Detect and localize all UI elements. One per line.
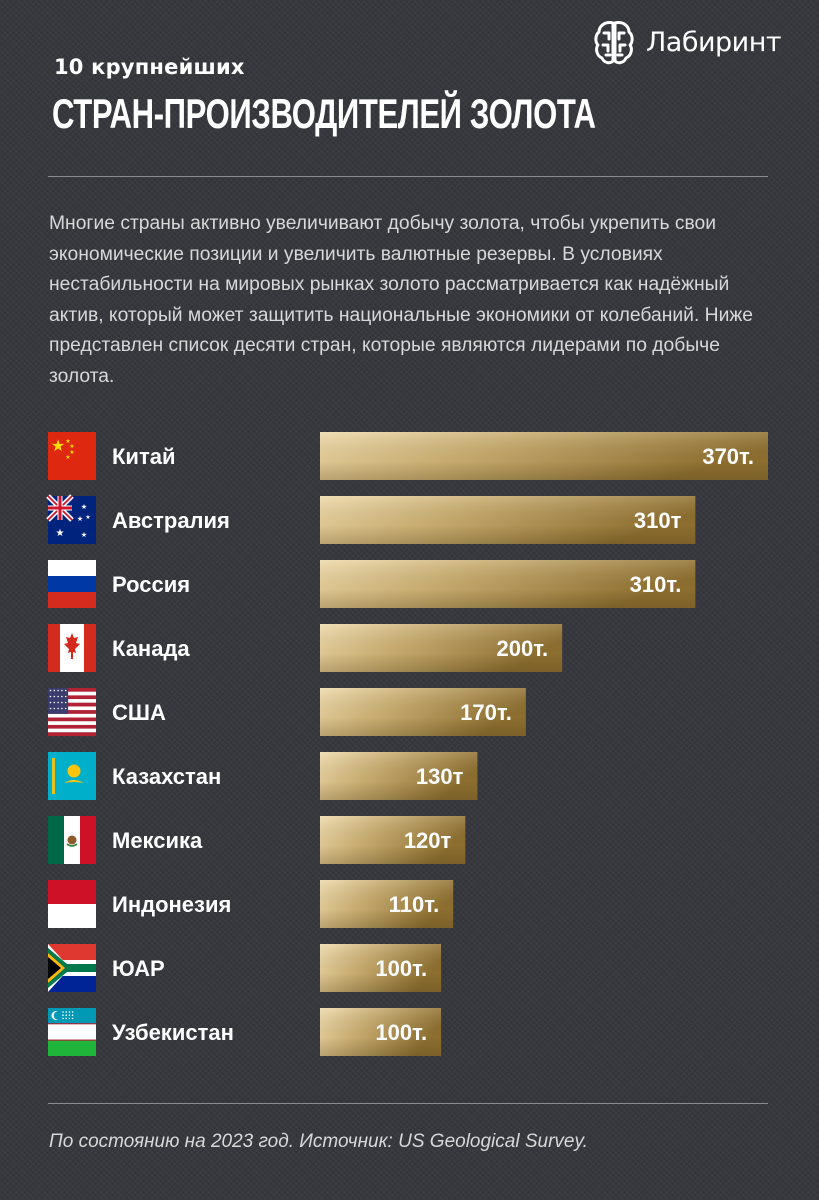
- svg-text:★: ★: [77, 515, 83, 523]
- usa-flag-icon: [48, 688, 96, 737]
- logo-text: Лабиринт: [646, 26, 782, 58]
- south-africa-flag-icon: [48, 944, 96, 992]
- kazakhstan-flag-icon: [48, 752, 96, 800]
- country-label: Китай: [112, 444, 176, 469]
- mexico-flag-icon: [48, 816, 96, 864]
- value-label: 120т: [404, 828, 452, 853]
- country-label: Индонезия: [112, 892, 231, 917]
- chart-row: Россия 310т.: [48, 560, 696, 608]
- svg-text:★: ★: [51, 436, 65, 455]
- value-label: 100т.: [375, 1020, 427, 1045]
- value-label: 170т.: [460, 700, 512, 725]
- bar-shade: [320, 688, 526, 736]
- country-label: Россия: [112, 572, 190, 597]
- chart-row: Мексика 120т: [48, 816, 466, 864]
- svg-text:★: ★: [65, 438, 70, 445]
- chart-row: Казахстан 130т: [48, 752, 478, 800]
- country-label: Казахстан: [112, 764, 221, 789]
- value-label: 370т.: [702, 444, 754, 469]
- svg-text:★: ★: [56, 528, 65, 539]
- indonesia-flag-icon: [48, 880, 96, 928]
- divider-bottom: [48, 1103, 768, 1104]
- country-label: США: [112, 700, 166, 725]
- value-label: 310т.: [630, 572, 682, 597]
- chart-row: ★★★ ★★Австралия 310т: [46, 494, 696, 544]
- value-label: 100т.: [375, 956, 427, 981]
- value-label: 110т.: [389, 892, 439, 917]
- chart-row: Канада 200т.: [48, 624, 563, 672]
- country-label: ЮАР: [112, 956, 165, 981]
- country-label: Узбекистан: [112, 1020, 234, 1045]
- svg-text:★: ★: [69, 449, 74, 456]
- brain-logo-icon: [594, 21, 634, 65]
- canada-flag-icon: [48, 624, 96, 672]
- svg-text:★: ★: [65, 454, 70, 461]
- svg-text:★: ★: [81, 531, 87, 539]
- value-label: 130т: [416, 764, 464, 789]
- bar-shade: [320, 1008, 442, 1056]
- bar-shade: [320, 816, 466, 864]
- bar-shade: [320, 560, 696, 608]
- country-label: Австралия: [112, 508, 230, 533]
- bar-shade: [320, 496, 696, 544]
- chart-row: Узбекистан 100т.: [48, 1008, 442, 1056]
- svg-text:★: ★: [85, 514, 90, 521]
- russia-flag-icon: [48, 560, 96, 608]
- bar-shade: [320, 432, 768, 480]
- country-label: Канада: [112, 636, 190, 661]
- source-note: По состоянию на 2023 год. Источник: US G…: [49, 1131, 588, 1152]
- country-label: Мексика: [112, 828, 203, 853]
- intro-paragraph: Многие страны активно увеличивают добычу…: [49, 213, 753, 387]
- svg-text:★: ★: [81, 503, 87, 511]
- logo: Лабиринт: [592, 16, 782, 68]
- uzbekistan-flag-icon: [48, 1008, 96, 1056]
- chart-row: Индонезия 110т.: [48, 880, 454, 928]
- bar-shade: [320, 624, 563, 672]
- page-title: СТРАН-ПРОИЗВОДИТЕЛЕЙ ЗОЛОТА: [52, 90, 596, 137]
- subtitle: 10 крупнейших: [54, 55, 245, 79]
- value-label: 310т: [634, 508, 682, 533]
- chart-row: США 170т.: [48, 688, 526, 737]
- bar-shade: [320, 752, 478, 800]
- china-flag-icon: ★ ★★★★: [48, 432, 96, 480]
- chart-row: ★ ★★★★ Китай 370т.: [48, 432, 768, 480]
- svg-text:★: ★: [69, 443, 74, 450]
- australia-flag-icon: ★★★ ★★: [46, 494, 96, 544]
- bar-shade: [320, 944, 442, 992]
- chart-row: ЮАР 100т.: [48, 944, 442, 992]
- divider-top: [48, 176, 768, 177]
- bar-shade: [320, 880, 454, 928]
- value-label: 200т.: [496, 636, 548, 661]
